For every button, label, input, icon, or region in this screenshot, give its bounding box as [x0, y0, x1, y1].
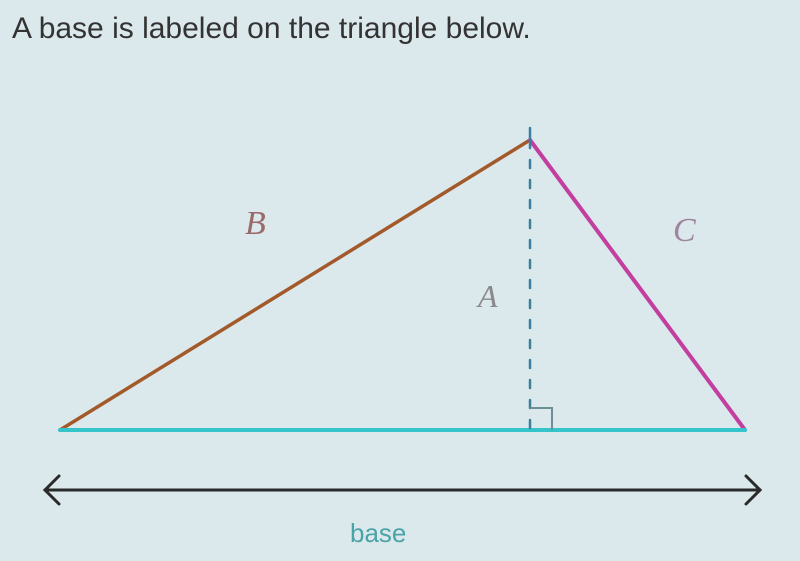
triangle-diagram	[0, 0, 800, 561]
edge-C	[530, 140, 745, 430]
label-B: B	[245, 205, 266, 243]
label-base: base	[350, 518, 406, 549]
right-angle-box	[530, 408, 552, 430]
edge-B	[60, 140, 530, 430]
label-A: A	[478, 278, 498, 315]
label-C: C	[673, 212, 696, 250]
figure-container: A base is labeled on the triangle below.…	[0, 0, 800, 561]
